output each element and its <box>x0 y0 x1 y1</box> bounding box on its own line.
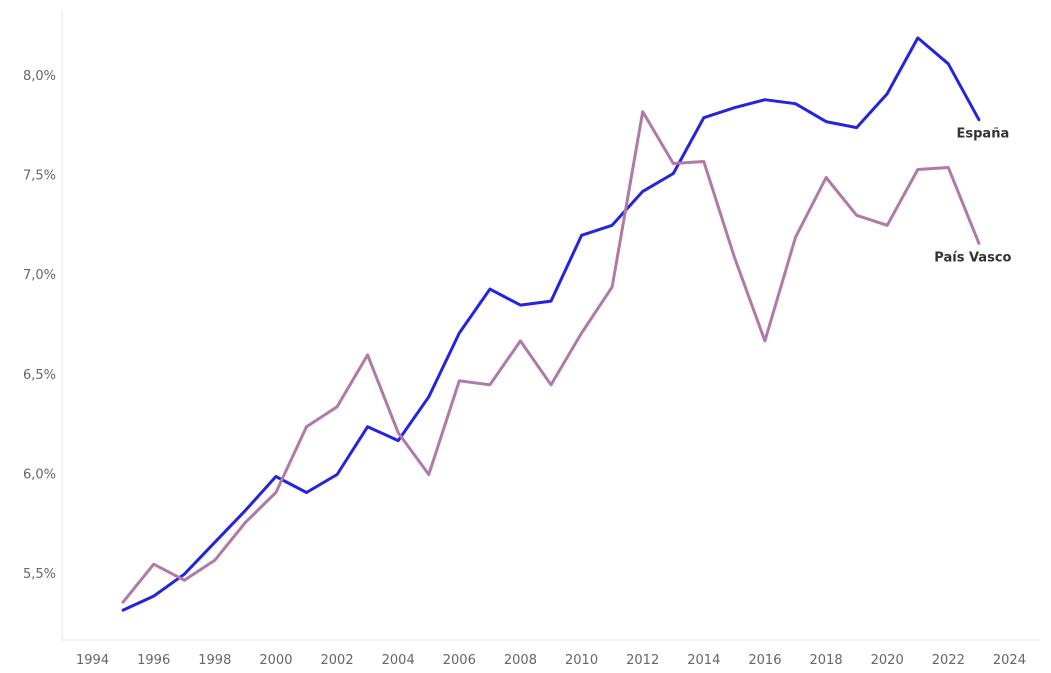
x-tick-label: 2024 <box>993 653 1026 668</box>
x-tick-label: 1994 <box>76 653 109 668</box>
series-label-espana: España <box>957 127 1010 142</box>
axes <box>61 10 1040 641</box>
x-tick-label: 2016 <box>748 653 781 668</box>
x-tick-label: 2012 <box>626 653 659 668</box>
x-tick-label: 1996 <box>137 653 170 668</box>
x-tick-label: 2018 <box>810 653 843 668</box>
y-tick-label: 6,5% <box>23 368 56 383</box>
y-tick-label: 7,0% <box>23 268 56 283</box>
x-tick-label: 2014 <box>687 653 720 668</box>
x-tick-label: 2006 <box>443 653 476 668</box>
x-tick-label: 2004 <box>382 653 415 668</box>
tick-labels: 5,5% 6,0% 6,5% 7,0% 7,5% 8,0% 1994 1996 1998 2000… <box>23 69 1026 668</box>
x-tick-label: 2008 <box>504 653 537 668</box>
x-tick-label: 2010 <box>565 653 598 668</box>
series-line-pais-vasco <box>121 110 981 604</box>
y-tick-label: 8,0% <box>23 69 56 84</box>
series-labels: España País Vasco <box>934 127 1011 266</box>
series-label-pais-vasco: País Vasco <box>934 250 1011 265</box>
series-lines <box>121 36 981 612</box>
x-tick-label: 2022 <box>932 653 965 668</box>
x-tick-label: 2002 <box>321 653 354 668</box>
y-tick-label: 6,0% <box>23 468 56 483</box>
series-line-espana <box>121 36 981 612</box>
x-tick-label: 2020 <box>871 653 904 668</box>
y-tick-label: 7,5% <box>23 168 56 183</box>
x-tick-label: 2000 <box>259 653 292 668</box>
x-tick-label: 1998 <box>198 653 231 668</box>
y-tick-label: 5,5% <box>23 567 56 582</box>
